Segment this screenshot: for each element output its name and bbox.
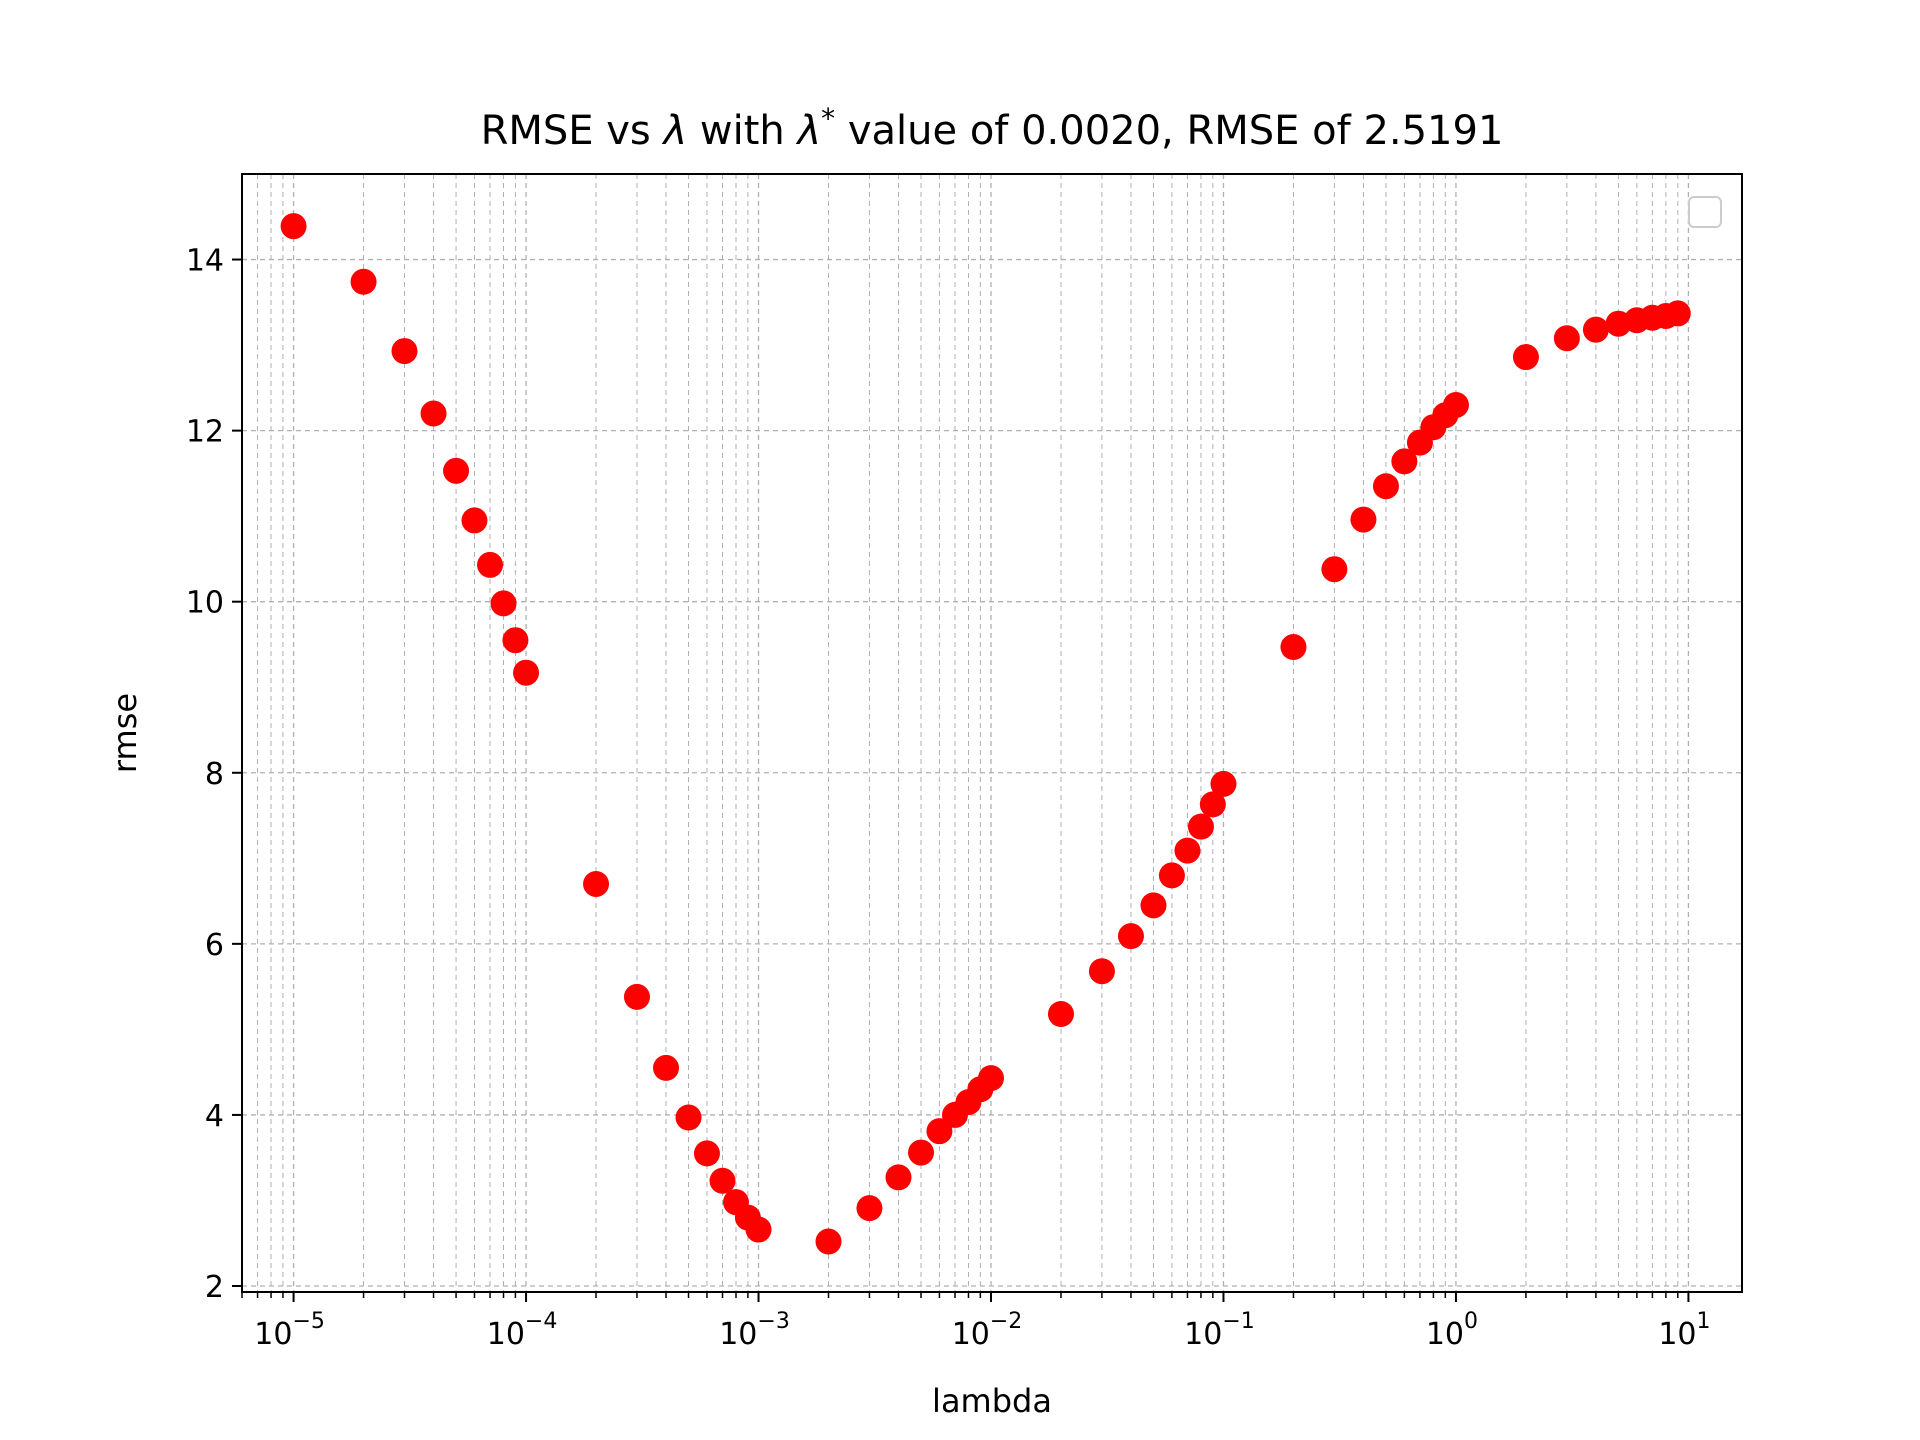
data-point: [1321, 556, 1348, 583]
data-point: [583, 870, 610, 897]
data-point: [1372, 473, 1399, 500]
title-lambda-star: λ: [795, 108, 821, 154]
data-point: [653, 1054, 680, 1081]
data-point: [908, 1139, 935, 1166]
data-point: [623, 983, 650, 1010]
legend-box: [1688, 196, 1722, 228]
data-point: [1158, 862, 1185, 889]
chart-title: RMSE vs λ with λ* value of 0.0020, RMSE …: [481, 102, 1504, 154]
data-point: [926, 1118, 953, 1145]
data-point: [1210, 770, 1237, 797]
x-tick-label: 10−4: [487, 1309, 558, 1352]
data-point: [502, 627, 529, 654]
data-point: [391, 338, 418, 365]
data-point: [1174, 837, 1201, 864]
data-point: [1140, 892, 1167, 919]
x-tick-label: 10−1: [1184, 1309, 1255, 1352]
data-point: [490, 590, 517, 617]
y-tick-label: 2: [205, 1270, 224, 1305]
data-point: [420, 400, 447, 427]
data-point: [978, 1065, 1005, 1092]
data-point: [1117, 923, 1144, 950]
data-point: [461, 507, 488, 534]
title-suffix: value of 0.0020, RMSE of 2.5191: [835, 108, 1503, 154]
data-point: [1512, 344, 1539, 371]
title-lambda: λ: [662, 108, 688, 154]
data-point: [1047, 1000, 1074, 1027]
y-tick-label: 6: [205, 928, 224, 963]
data-point: [693, 1140, 720, 1167]
y-tick-label: 8: [205, 757, 224, 792]
data-point: [477, 551, 504, 578]
data-point: [675, 1104, 702, 1131]
y-tick-label: 10: [186, 586, 224, 621]
data-point: [280, 213, 307, 240]
y-tick-label: 14: [186, 244, 224, 279]
data-point: [350, 268, 377, 295]
x-tick-label: 101: [1658, 1309, 1710, 1352]
title-star: *: [821, 102, 835, 135]
data-point: [815, 1228, 842, 1255]
y-tick-label: 4: [205, 1099, 224, 1134]
data-point: [745, 1216, 772, 1243]
x-tick-label: 10−3: [719, 1309, 790, 1352]
x-axis-label: lambda: [932, 1382, 1052, 1420]
data-point: [885, 1164, 912, 1191]
title-middle: with: [687, 108, 797, 154]
data-point: [856, 1195, 883, 1222]
y-tick-label: 12: [186, 415, 224, 450]
data-point: [1553, 325, 1580, 352]
data-point: [1199, 791, 1226, 818]
plot-frame: [241, 173, 1743, 1293]
data-point: [1391, 448, 1418, 475]
data-point: [1187, 813, 1214, 840]
data-point: [1442, 391, 1469, 418]
data-point: [1280, 634, 1307, 661]
data-point: [1350, 506, 1377, 533]
data-point: [443, 457, 470, 484]
data-point: [709, 1167, 736, 1194]
grid: [241, 174, 1742, 1292]
y-axis-label: rmse: [106, 693, 144, 773]
title-prefix: RMSE vs: [481, 108, 664, 154]
data-point: [1664, 300, 1691, 327]
data-point: [1582, 316, 1609, 343]
x-tick-label: 10−5: [254, 1309, 325, 1352]
x-tick-label: 100: [1426, 1309, 1478, 1352]
x-tick-label: 10−2: [952, 1309, 1023, 1352]
data-points: [280, 213, 1691, 1255]
data-point: [1088, 958, 1115, 985]
data-point: [513, 659, 540, 686]
